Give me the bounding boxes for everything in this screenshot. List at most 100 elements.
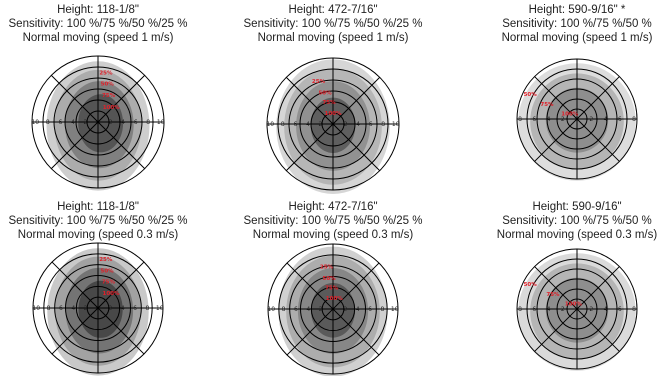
sensitivity-zone-mark: 25%: [312, 79, 326, 85]
axis-tick-label: 6: [369, 121, 373, 128]
sensitivity-zone-mark: 75%: [546, 292, 560, 298]
sensitivity-zone-mark: 50%: [101, 82, 115, 88]
sensitivity-zone-mark: 100%: [561, 111, 578, 117]
axis-tick-label: 6: [134, 119, 138, 126]
panel-caption-motion: Normal moving (speed 1 m/s): [258, 32, 409, 44]
grid-axis-line: [534, 266, 620, 352]
detection-polar-grid: 8 6 4 2 2 4 6 850%75%100%: [516, 58, 638, 181]
grid-axis-line: [534, 76, 620, 162]
axis-tick-label: 8: [281, 121, 285, 128]
sensitivity-zone-mark: 100%: [103, 291, 120, 297]
axis-tick-label: 8: [518, 116, 522, 123]
axis-tick-label: 8: [146, 119, 150, 126]
axis-tick-label: 4: [121, 119, 125, 126]
axis-tick-label: 4: [356, 121, 360, 128]
axis-tick-label: 10: [266, 121, 274, 128]
axis-tick-label: 10: [31, 119, 39, 126]
panel-caption-sensitivity: Sensitivity: 100 %/75 %/50 %: [502, 215, 652, 227]
sensitivity-zone-mark: 50%: [524, 282, 538, 288]
axis-tick-label: 6: [133, 305, 137, 312]
axis-tick-label: 2: [319, 306, 323, 313]
axis-tick-label: 6: [618, 306, 622, 313]
sensitivity-zone-mark: 50%: [323, 276, 337, 282]
sensitivity-zone-mark: 75%: [322, 100, 336, 106]
axis-tick-label: 4: [71, 305, 75, 312]
panel-height-472-speed-0-3: Height: 472-7/16" Sensitivity: 100 %/75 …: [244, 201, 423, 376]
panel-caption-sensitivity: Sensitivity: 100 %/75 %/50 %/25 %: [244, 18, 423, 30]
panel-caption-sensitivity: Sensitivity: 100 %/75 %/50 %: [502, 18, 652, 30]
detection-polar-grid: 10 8 6 4 2 2 4 6 8 10 25% 50% 75% 100%: [32, 242, 164, 376]
axis-tick-label: 2: [561, 306, 565, 313]
sensitivity-zone-mark: 100%: [103, 105, 120, 111]
detection-polar-grid: 10 8 6 4 2 2 4 6 8 10 25% 50% 75% 100%: [31, 55, 165, 191]
axis-tick-label: 6: [532, 306, 536, 313]
panel-caption-height: Height: 472-7/16": [288, 201, 377, 213]
sensitivity-zone-mark: 50%: [318, 90, 332, 96]
sensitivity-zone-mark: 25%: [320, 265, 334, 271]
panel-caption-height: Height: 472-7/16": [288, 4, 377, 16]
panel-caption-height: Height: 590-9/16": [532, 201, 621, 213]
panel-caption-motion: Normal moving (speed 0.3 m/s): [18, 229, 179, 241]
axis-tick-label: 10: [156, 305, 164, 312]
detection-polar-grid: 10 8 6 4 2 2 4 6 8 10 25% 50% 75% 100%: [267, 243, 399, 376]
axis-tick-label: 10: [267, 306, 275, 313]
axis-tick-label: 2: [343, 306, 347, 313]
panel-height-590-speed-1: Height: 590-9/16" * Sensitivity: 100 %/7…: [502, 4, 653, 181]
axis-tick-label: 10: [32, 305, 40, 312]
sensitivity-zone-mark: 75%: [102, 279, 116, 285]
axis-tick-label: 6: [532, 116, 536, 123]
panel-caption-motion: Normal moving (speed 1 m/s): [502, 32, 653, 44]
axis-tick-label: 4: [306, 121, 310, 128]
axis-tick-label: 4: [71, 119, 75, 126]
axis-tick-label: 6: [58, 119, 62, 126]
detection-polar-grid: 10 8 6 4 2 2 4 6 8 10 25% 50% 75% 100%: [266, 57, 400, 194]
axis-tick-label: 2: [319, 121, 323, 128]
sensitivity-zone-mark: 75%: [540, 102, 554, 108]
grid-axis-line: [285, 76, 381, 172]
axis-tick-label: 8: [47, 305, 51, 312]
axis-tick-label: 10: [391, 306, 399, 313]
axis-tick-label: 2: [589, 116, 593, 123]
sensitivity-zone-mark: 75%: [102, 93, 116, 99]
sensitivity-zone-mark: 50%: [101, 268, 115, 274]
grid-axis-line: [50, 74, 146, 170]
sensitivity-zone-mark: 100%: [565, 301, 582, 307]
axis-tick-label: 8: [632, 306, 636, 313]
sensitivity-zone-mark: 75%: [325, 286, 339, 292]
panel-height-118-speed-1: Height: 118-1/8" Sensitivity: 100 %/75 %…: [9, 4, 188, 191]
axis-tick-label: 8: [46, 119, 50, 126]
axis-tick-label: 8: [145, 305, 149, 312]
panel-height-118-speed-0-3: Height: 118-1/8" Sensitivity: 100 %/75 %…: [9, 201, 188, 376]
sensitivity-zone-mark: 50%: [524, 92, 538, 98]
panel-caption-height: Height: 118-1/8": [57, 4, 139, 16]
axis-tick-label: 8: [282, 306, 286, 313]
detection-polar-grid: 8 6 4 2 2 4 6 850%75%100%: [516, 248, 638, 371]
panel-caption-motion: Normal moving (speed 0.3 m/s): [253, 229, 414, 241]
axis-tick-label: 6: [618, 116, 622, 123]
axis-tick-label: 4: [547, 116, 551, 123]
panel-caption-sensitivity: Sensitivity: 100 %/75 %/50 %/25 %: [9, 215, 188, 227]
axis-tick-label: 6: [294, 306, 298, 313]
sensitivity-zone-mark: 100%: [325, 111, 342, 117]
axis-tick-label: 4: [604, 306, 608, 313]
axis-tick-label: 4: [547, 306, 551, 313]
axis-tick-label: 2: [109, 119, 113, 126]
axis-tick-label: 2: [344, 121, 348, 128]
axis-tick-label: 8: [380, 306, 384, 313]
panel-height-472-speed-1: Height: 472-7/16" Sensitivity: 100 %/75 …: [244, 4, 423, 194]
axis-tick-label: 4: [121, 305, 125, 312]
axis-tick-label: 10: [157, 119, 165, 126]
axis-tick-label: 6: [293, 121, 297, 128]
axis-tick-label: 2: [84, 119, 88, 126]
sensitivity-zone-mark: 25%: [99, 257, 113, 263]
grid-axis-line: [51, 261, 145, 355]
axis-tick-label: 6: [368, 306, 372, 313]
axis-tick-label: 2: [108, 305, 112, 312]
sensitivity-zone-mark: 25%: [99, 70, 113, 76]
axis-tick-label: 8: [381, 121, 385, 128]
panel-caption-sensitivity: Sensitivity: 100 %/75 %/50 %/25 %: [244, 215, 423, 227]
grid-axis-line: [286, 262, 380, 356]
axis-tick-label: 4: [356, 306, 360, 313]
panel-caption-height: Height: 590-9/16" *: [529, 4, 626, 16]
